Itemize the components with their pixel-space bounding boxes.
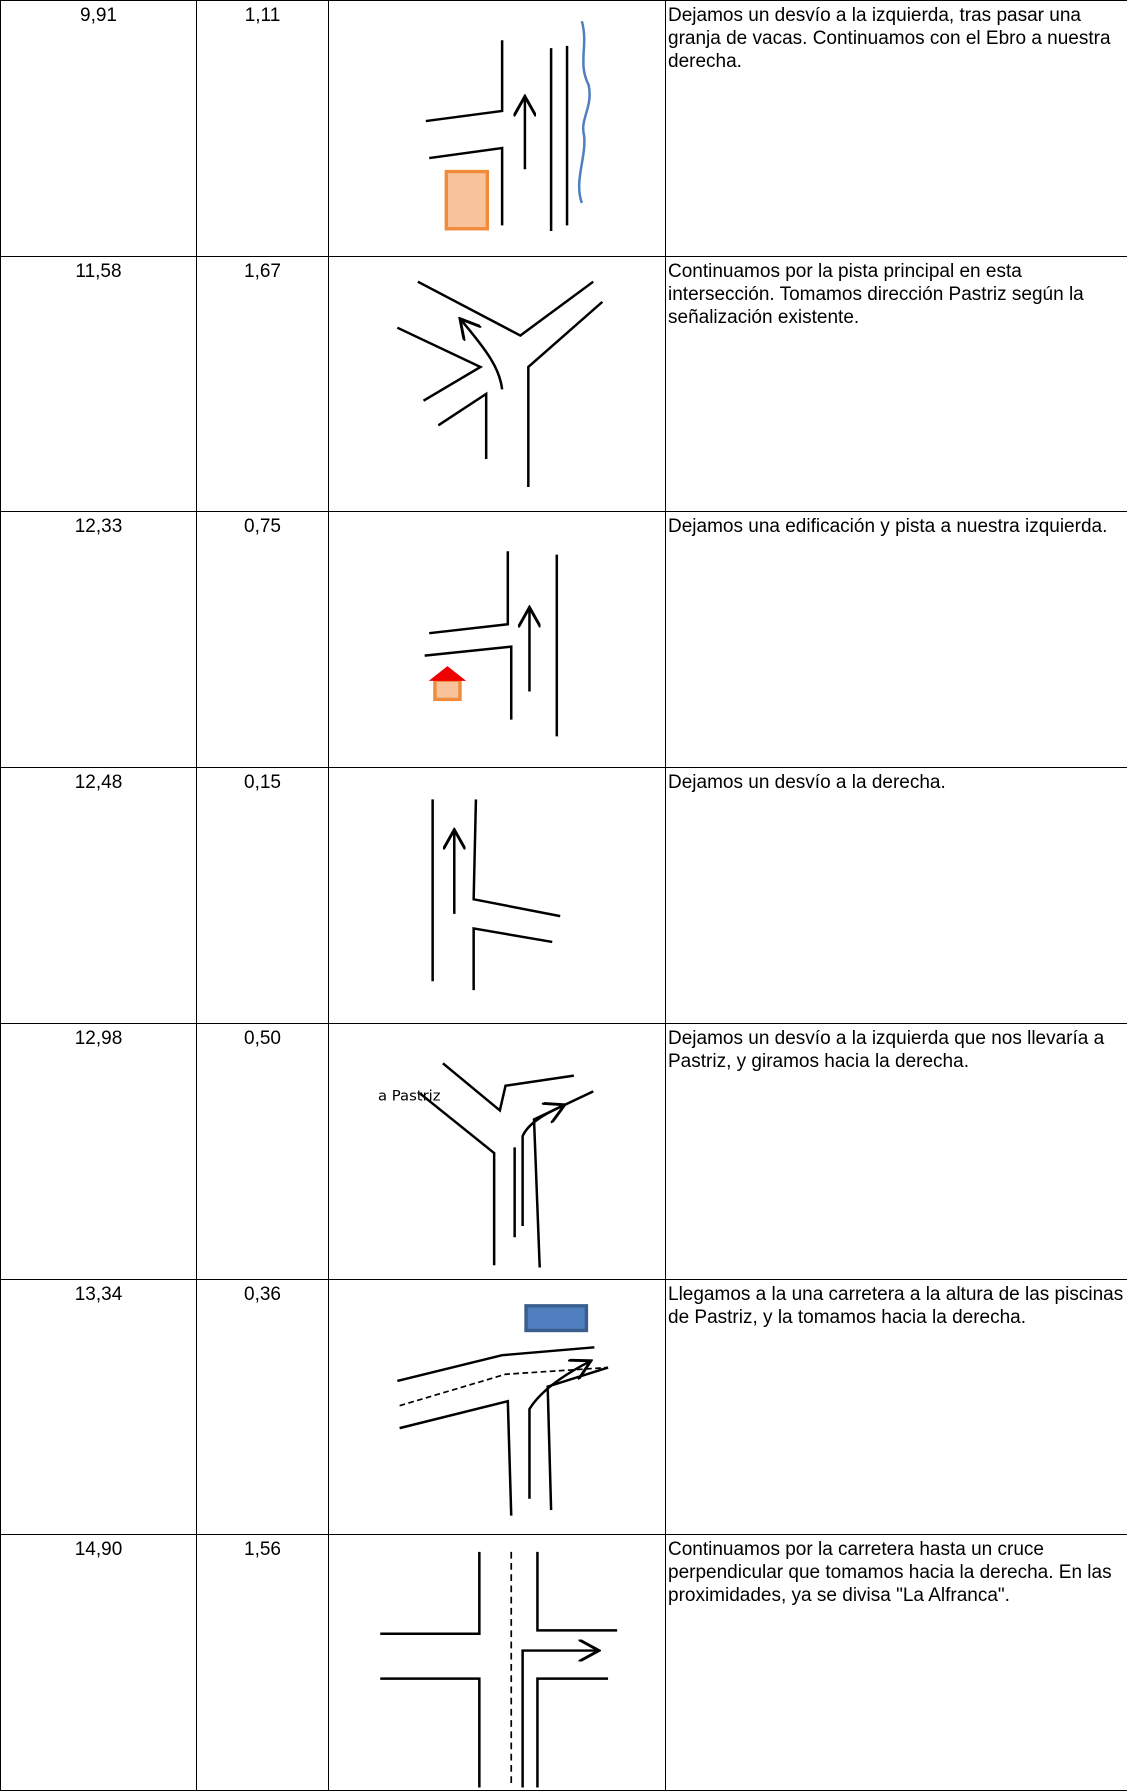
diagram-shape <box>528 1360 591 1499</box>
description-cell: Continuamos por la carretera hasta un cr… <box>666 1535 1127 1791</box>
km-cell: 11,58 <box>1 256 197 513</box>
diagram-shape <box>433 679 462 702</box>
km-cell: 12,98 <box>1 1023 197 1280</box>
diagram-shape <box>521 1105 565 1226</box>
diagram-cell <box>329 1535 666 1791</box>
partial-cell: 1,56 <box>197 1535 329 1791</box>
diagram-shape <box>425 40 504 123</box>
diagram-shape <box>396 326 484 402</box>
diagram-cell <box>329 256 666 513</box>
diagram-shape <box>419 1092 496 1266</box>
partial-cell: 0,36 <box>197 1279 329 1536</box>
diagram-shape <box>380 1552 481 1636</box>
partial-cell: 1,11 <box>197 1 329 257</box>
description-cell: Dejamos un desvío a la izquierda, tras p… <box>666 1 1127 257</box>
diagram-shape <box>397 1345 595 1382</box>
description-cell: Dejamos un desvío a la izquierda que nos… <box>666 1024 1127 1280</box>
diagram-cell <box>329 512 666 769</box>
diagram-shape <box>428 666 467 682</box>
diagram-cell <box>329 1 666 257</box>
description-cell: Llegamos a la una carretera a la altura … <box>666 1280 1127 1536</box>
diagram-shape <box>380 1677 481 1788</box>
road-diagram <box>397 1303 609 1516</box>
partial-cell: 0,15 <box>197 768 329 1024</box>
km-cell: 13,34 <box>1 1279 197 1536</box>
km-cell: 12,33 <box>1 512 197 769</box>
road-diagram <box>425 20 591 232</box>
diagram-shape <box>521 1651 599 1788</box>
diagram-shape <box>536 1552 618 1632</box>
road-diagram <box>396 280 604 487</box>
description-cell: Dejamos una edificación y pista a nuestr… <box>666 512 1127 769</box>
road-diagram <box>424 551 559 737</box>
diagram-shape <box>577 20 591 204</box>
road-diagram <box>380 1552 618 1788</box>
diagram-shape <box>424 645 513 721</box>
road-diagram: a Pastriz <box>378 1062 594 1268</box>
diagram-shape <box>399 1366 609 1407</box>
diagram-shape <box>536 1677 609 1788</box>
km-cell: 14,90 <box>1 1535 197 1791</box>
diagram-shape <box>472 799 561 918</box>
partial-cell: 1,67 <box>197 256 329 513</box>
diagram-shape <box>546 1365 609 1510</box>
diagram-shape <box>437 391 488 459</box>
diagram-shape <box>527 300 604 487</box>
diagram-shape <box>524 1303 589 1332</box>
km-cell: 12,48 <box>1 768 197 1024</box>
diagram-shape <box>399 1399 513 1516</box>
partial-cell: 0,75 <box>197 512 329 769</box>
diagram-shape <box>472 927 553 991</box>
diagram-shape <box>460 318 504 390</box>
diagram-cell <box>329 1279 666 1536</box>
diagram-shape <box>429 146 504 226</box>
diagram-shape <box>417 280 594 337</box>
road-diagram <box>431 799 561 991</box>
diagram-shape <box>429 551 510 635</box>
diagram-shape <box>444 169 490 231</box>
description-cell: Continuamos por la pista principal en es… <box>666 257 1127 513</box>
diagram-shape <box>442 1062 575 1113</box>
km-cell: 9,91 <box>1 1 197 257</box>
diagram-label: a Pastriz <box>378 1087 441 1104</box>
partial-cell: 0,50 <box>197 1023 329 1280</box>
description-cell: Dejamos un desvío a la derecha. <box>666 768 1127 1024</box>
diagram-shape <box>532 1090 594 1268</box>
diagram-cell: a Pastriz <box>329 1023 666 1280</box>
diagram-cell <box>329 768 666 1024</box>
